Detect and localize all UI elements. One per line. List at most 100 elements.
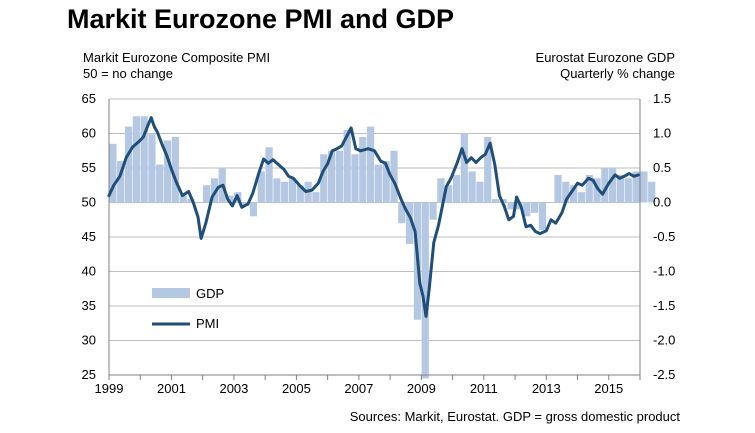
x-tick-label: 2011	[470, 381, 498, 396]
gdp-bar	[554, 174, 562, 203]
y-right-tick-label: -1.5	[653, 298, 675, 313]
x-tick-label: 2009	[407, 381, 436, 396]
source-note: Sources: Markit, Eurostat. GDP = gross d…	[349, 409, 680, 424]
gdp-bar	[421, 202, 429, 379]
gdp-bar	[382, 161, 390, 203]
gdp-bar	[124, 126, 133, 203]
x-tick-label: 2013	[532, 381, 561, 396]
gdp-bar	[351, 154, 359, 203]
pmi-line-layer	[107, 116, 640, 318]
gdp-bar	[156, 164, 164, 203]
y-left-tick-label: 45	[82, 229, 96, 244]
gdp-bar	[538, 202, 546, 231]
y-left-tick-label: 40	[82, 264, 96, 279]
gdp-bar	[312, 192, 320, 203]
tick-labels: 25 -2.5 30 -2.0 35 -1.5 40 -1.0 45 -0.5 50 0.0 55 0.5…	[82, 91, 676, 396]
gdp-bar	[203, 185, 211, 203]
y-left-tick-label: 55	[82, 160, 96, 175]
gdp-bar	[390, 150, 398, 203]
gdp-bar	[570, 185, 578, 203]
gdp-bar	[226, 195, 234, 203]
gdp-bar	[281, 181, 289, 203]
gdp-bar	[179, 195, 187, 203]
gdp-bar	[210, 178, 219, 203]
gdp-bar	[249, 202, 258, 217]
gdp-bar	[640, 171, 648, 203]
gdp-bar	[460, 133, 468, 203]
right-axis-title-line-2: Quarterly % change	[560, 66, 675, 81]
gdp-bar	[140, 116, 148, 203]
gdp-bar	[335, 150, 343, 203]
y-right-tick-label: -2.0	[653, 333, 675, 348]
gdp-bar	[507, 202, 515, 210]
gdp-bar	[445, 185, 453, 203]
gdp-bar	[132, 116, 140, 203]
gdp-bar	[562, 181, 570, 203]
gridlines	[109, 98, 640, 376]
y-left-tick-label: 65	[82, 91, 96, 106]
gdp-bar	[320, 154, 328, 203]
gdp-bar	[601, 168, 609, 203]
right-axis-title: Eurostat Eurozone GDP Quarterly % change	[536, 50, 675, 82]
y-right-tick-label: -2.5	[653, 367, 675, 382]
x-tick-label: 2001	[157, 381, 186, 396]
y-left-tick-label: 50	[82, 195, 96, 210]
gdp-bar	[374, 164, 383, 203]
gdp-bar	[624, 178, 632, 203]
gdp-bar	[468, 171, 476, 203]
x-tick-label: 2003	[219, 381, 248, 396]
y-right-tick-label: 0.5	[653, 160, 671, 175]
gdp-bar	[109, 143, 117, 203]
gdp-bar	[523, 202, 531, 217]
left-axis-title-line-1: Markit Eurozone Composite PMI	[83, 50, 271, 65]
gdp-bar	[163, 140, 172, 203]
chart-title: Markit Eurozone PMI and GDP	[67, 4, 455, 34]
legend-gdp-label: GDP	[196, 286, 224, 301]
gdp-bar	[366, 126, 375, 203]
gdp-bar	[530, 202, 539, 213]
legend: GDP PMI	[152, 286, 224, 331]
gdp-bar	[406, 202, 414, 244]
y-left-tick-label: 35	[82, 298, 96, 313]
y-right-tick-label: 0.0	[653, 195, 671, 210]
gdp-bar	[437, 178, 445, 203]
gdp-bar	[484, 136, 492, 203]
gdp-bar	[593, 178, 601, 203]
right-axis-title-line-1: Eurostat Eurozone GDP	[535, 50, 675, 65]
legend-gdp-swatch	[152, 288, 190, 298]
y-left-tick-label: 60	[82, 126, 96, 141]
y-right-tick-label: 1.0	[653, 126, 671, 141]
left-axis-title: Markit Eurozone Composite PMI 50 = no ch…	[83, 50, 270, 82]
gdp-bar	[491, 199, 500, 203]
gdp-bar	[288, 178, 297, 203]
gdp-bar	[398, 202, 406, 224]
left-axis-title-line-2: 50 = no change	[83, 66, 173, 81]
gdp-bar	[632, 171, 640, 203]
gdp-bar	[265, 147, 273, 203]
x-tick-label: 2007	[344, 381, 373, 396]
gdp-bar	[273, 178, 281, 203]
gdp-bar	[195, 202, 203, 203]
gdp-bar	[171, 136, 179, 203]
y-right-tick-label: -0.5	[653, 229, 675, 244]
gdp-bar	[577, 192, 586, 203]
gdp-bar	[148, 133, 156, 203]
y-right-tick-label: 1.5	[653, 91, 671, 106]
gdp-bar	[616, 174, 625, 203]
gdp-bar	[515, 202, 523, 210]
gdp-bar	[609, 168, 617, 203]
y-left-tick-label: 30	[82, 333, 96, 348]
y-left-tick-label: 25	[82, 367, 96, 382]
gdp-bar	[648, 181, 656, 203]
gdp-bar	[359, 136, 367, 203]
gdp-bar	[546, 202, 554, 203]
x-tick-label: 2015	[594, 381, 623, 396]
gdp-bar	[476, 181, 484, 203]
pmi-line	[107, 116, 640, 318]
gdp-bars	[109, 116, 656, 379]
gdp-bar	[452, 174, 461, 203]
x-tick-label: 2005	[282, 381, 311, 396]
axes	[108, 99, 641, 380]
gdp-bar	[585, 174, 593, 203]
